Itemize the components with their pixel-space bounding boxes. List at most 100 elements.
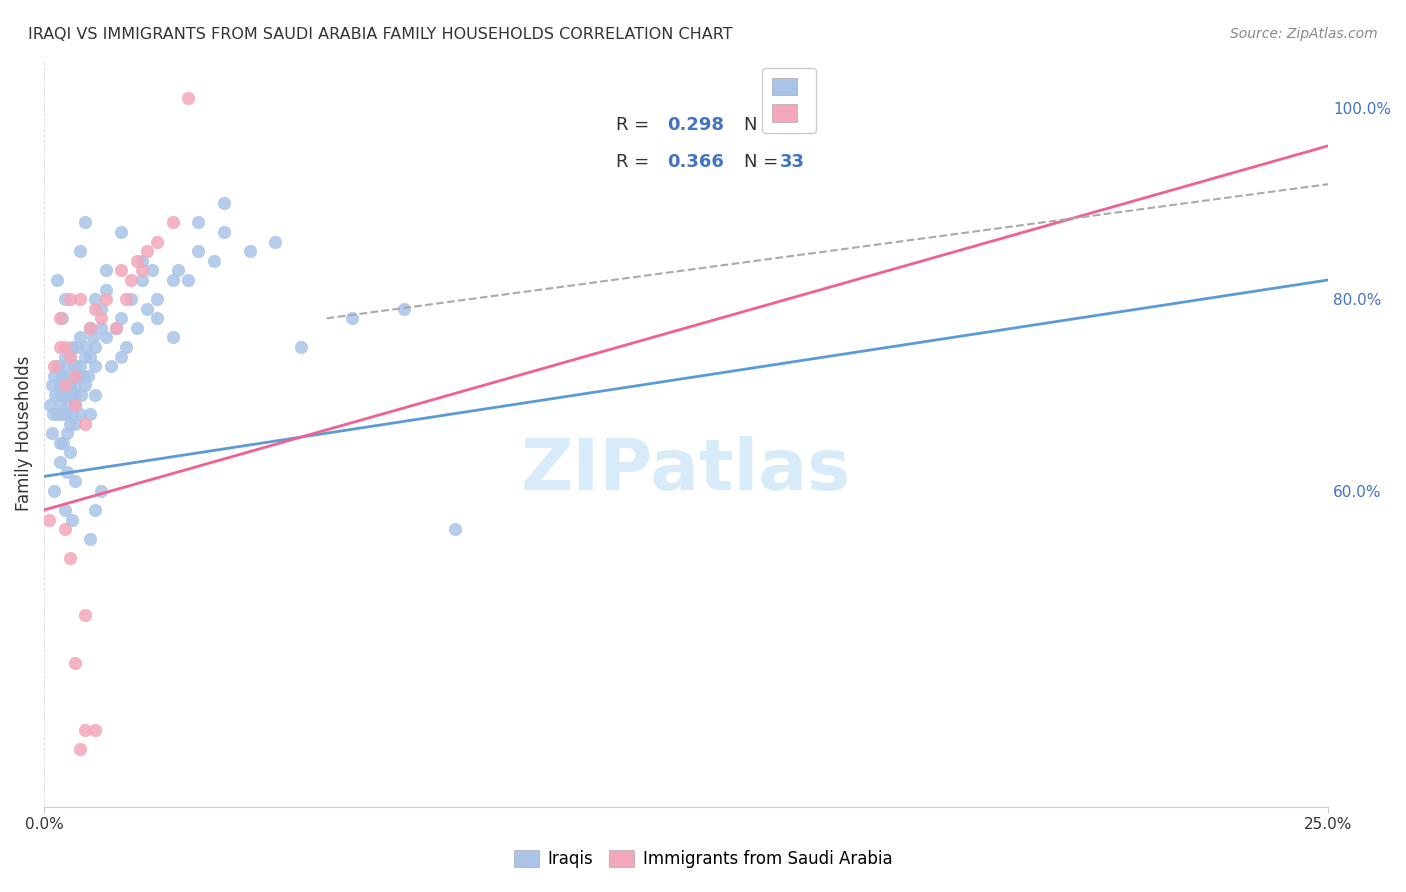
Point	[79, 321, 101, 335]
Point	[63, 398, 86, 412]
Point	[146, 311, 169, 326]
Point	[53, 378, 76, 392]
Point	[53, 503, 76, 517]
Point	[131, 273, 153, 287]
Point	[84, 503, 107, 517]
Legend: , : ,	[762, 68, 815, 133]
Y-axis label: Family Households: Family Households	[15, 356, 32, 511]
Point	[94, 263, 117, 277]
Point	[79, 321, 101, 335]
Point	[63, 417, 86, 431]
Point	[238, 244, 260, 259]
Point	[202, 253, 225, 268]
Point	[75, 723, 97, 738]
Point	[60, 340, 83, 354]
Point	[66, 340, 89, 354]
Point	[63, 398, 86, 412]
Point	[90, 311, 112, 326]
Point	[53, 407, 76, 421]
Point	[46, 407, 69, 421]
Point	[75, 340, 97, 354]
Point	[79, 321, 101, 335]
Point	[146, 235, 169, 249]
Point	[392, 301, 415, 316]
Point	[48, 398, 70, 412]
Point	[53, 350, 76, 364]
Point	[84, 301, 107, 316]
Point	[162, 215, 184, 229]
Point	[79, 350, 101, 364]
Text: R =: R =	[616, 153, 655, 171]
Point	[76, 368, 98, 383]
Point	[44, 483, 66, 498]
Text: ZIPatlas: ZIPatlas	[522, 436, 851, 505]
Point	[212, 196, 235, 211]
Point	[60, 368, 83, 383]
Text: 0.298: 0.298	[666, 116, 724, 134]
Point	[187, 215, 209, 229]
Point	[110, 225, 132, 239]
Point	[82, 330, 104, 344]
Point	[63, 474, 86, 488]
Point	[51, 378, 73, 392]
Point	[53, 340, 76, 354]
Point	[141, 263, 163, 277]
Point	[125, 253, 148, 268]
Point	[59, 378, 82, 392]
Point	[53, 388, 76, 402]
Point	[70, 388, 93, 402]
Point	[146, 292, 169, 306]
Point	[44, 359, 66, 374]
Point	[60, 407, 83, 421]
Point	[94, 283, 117, 297]
Point	[59, 417, 82, 431]
Point	[59, 445, 82, 459]
Point	[46, 273, 69, 287]
Point	[51, 368, 73, 383]
Point	[63, 388, 86, 402]
Point	[84, 292, 107, 306]
Point	[84, 340, 107, 354]
Point	[58, 398, 80, 412]
Point	[52, 435, 75, 450]
Point	[60, 512, 83, 526]
Point	[48, 311, 70, 326]
Point	[51, 311, 73, 326]
Point	[100, 359, 122, 374]
Point	[69, 742, 91, 756]
Point	[69, 407, 91, 421]
Point	[48, 340, 70, 354]
Point	[59, 350, 82, 364]
Text: N =: N =	[744, 116, 778, 134]
Point	[444, 522, 467, 536]
Point	[110, 350, 132, 364]
Point	[84, 388, 107, 402]
Point	[135, 301, 157, 316]
Point	[94, 330, 117, 344]
Point	[125, 321, 148, 335]
Point	[166, 263, 188, 277]
Point	[94, 292, 117, 306]
Point	[69, 330, 91, 344]
Point	[120, 273, 142, 287]
Text: Source: ZipAtlas.com: Source: ZipAtlas.com	[1230, 27, 1378, 41]
Point	[63, 368, 86, 383]
Point	[53, 522, 76, 536]
Point	[56, 465, 79, 479]
Text: R =: R =	[616, 116, 655, 134]
Point	[90, 321, 112, 335]
Point	[48, 378, 70, 392]
Point	[53, 292, 76, 306]
Point	[187, 244, 209, 259]
Point	[51, 407, 73, 421]
Point	[131, 263, 153, 277]
Point	[105, 321, 128, 335]
Point	[75, 417, 97, 431]
Point	[177, 273, 200, 287]
Point	[44, 388, 66, 402]
Text: 0.366: 0.366	[666, 153, 724, 171]
Point	[59, 292, 82, 306]
Point	[177, 91, 200, 105]
Point	[90, 483, 112, 498]
Point	[162, 273, 184, 287]
